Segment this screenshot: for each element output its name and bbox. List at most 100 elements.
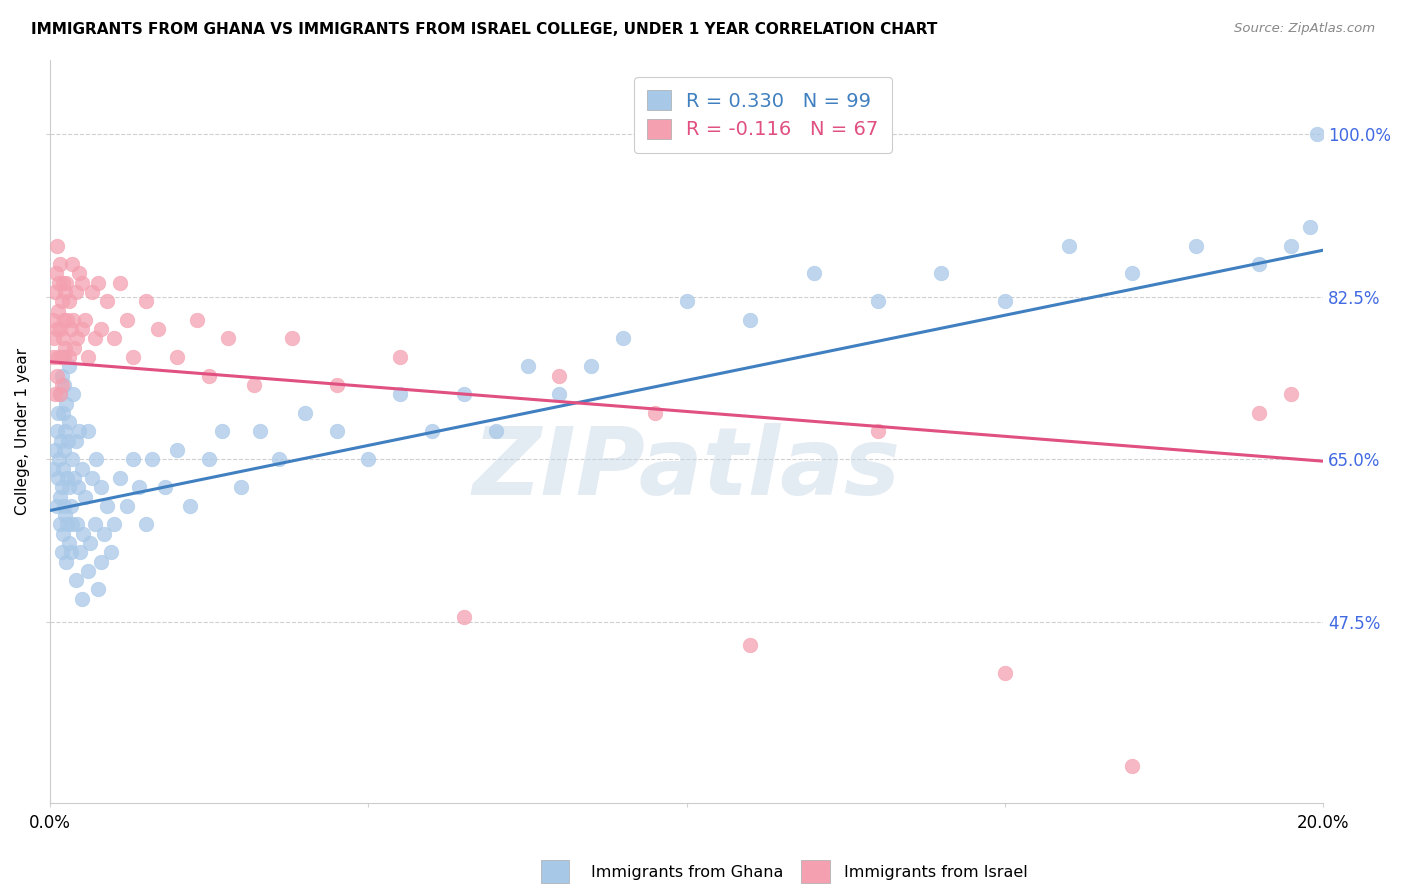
Point (325, 378, 347, 392)
Point (994, 294, 1017, 309)
Point (83, 331, 105, 345)
Point (63, 341, 86, 355)
Point (740, 638, 762, 652)
Point (866, 425, 889, 439)
Point (1249, 257, 1271, 271)
Point (866, 294, 889, 309)
Point (103, 517, 125, 532)
Point (579, 359, 602, 374)
Point (60, 257, 83, 271)
Point (55, 341, 77, 355)
Point (48, 387, 70, 401)
Point (52, 276, 75, 290)
Point (62, 387, 84, 401)
Point (65, 285, 87, 299)
Point (77, 564, 100, 578)
Point (53, 285, 76, 299)
Point (41, 350, 63, 364)
Point (803, 267, 825, 281)
Point (62, 313, 84, 327)
Point (56, 434, 79, 448)
Point (51, 294, 73, 309)
Point (59, 499, 82, 513)
Point (141, 452, 163, 467)
Point (740, 313, 762, 327)
Point (90, 555, 112, 569)
Point (55, 555, 77, 569)
Legend: R = 0.330   N = 99, R = -0.116   N = 67: R = 0.330 N = 99, R = -0.116 N = 67 (634, 77, 893, 153)
Point (45, 499, 67, 513)
Text: IMMIGRANTS FROM GHANA VS IMMIGRANTS FROM ISRAEL COLLEGE, UNDER 1 YEAR CORRELATIO: IMMIGRANTS FROM GHANA VS IMMIGRANTS FROM… (31, 22, 938, 37)
Point (1185, 238, 1208, 252)
Point (66, 331, 89, 345)
Point (96, 499, 118, 513)
Point (1306, 127, 1329, 141)
Point (644, 406, 666, 420)
Point (93, 526, 115, 541)
Point (56, 517, 79, 532)
Point (198, 368, 221, 383)
Point (70, 591, 93, 606)
Point (67, 425, 90, 439)
Point (994, 666, 1017, 681)
Point (55, 276, 77, 290)
Point (51, 480, 73, 494)
Point (46, 368, 69, 383)
Point (1121, 759, 1143, 773)
Point (612, 331, 634, 345)
Point (485, 425, 508, 439)
Point (294, 406, 316, 420)
Point (186, 313, 208, 327)
Point (548, 368, 571, 383)
Point (243, 378, 266, 392)
Point (675, 294, 697, 309)
Point (42, 313, 65, 327)
Point (45, 425, 67, 439)
Point (90, 322, 112, 336)
Point (249, 425, 271, 439)
Point (58, 350, 80, 364)
Text: Source: ZipAtlas.com: Source: ZipAtlas.com (1234, 22, 1375, 36)
Point (48, 276, 70, 290)
Point (62, 517, 84, 532)
Point (100, 545, 122, 559)
Point (420, 425, 443, 439)
Point (1249, 406, 1271, 420)
Point (96, 294, 118, 309)
Y-axis label: College, Under 1 year: College, Under 1 year (15, 348, 30, 515)
Point (90, 480, 112, 494)
Point (66, 517, 89, 532)
Point (42, 331, 65, 345)
Point (325, 425, 347, 439)
Point (1279, 387, 1302, 401)
Point (103, 331, 125, 345)
Point (52, 331, 75, 345)
Point (42, 461, 65, 475)
Point (77, 425, 100, 439)
Point (53, 443, 76, 458)
Point (135, 517, 157, 532)
Point (211, 425, 233, 439)
Point (548, 387, 571, 401)
Point (44, 443, 66, 458)
Point (87, 276, 110, 290)
Point (77, 350, 100, 364)
Point (929, 267, 952, 281)
Point (52, 461, 75, 475)
Point (1279, 238, 1302, 252)
Point (1121, 267, 1143, 281)
Point (122, 452, 145, 467)
Point (52, 350, 75, 364)
Point (269, 452, 291, 467)
Point (79, 536, 101, 550)
Point (49, 257, 72, 271)
Point (229, 480, 252, 494)
Point (55, 425, 77, 439)
Point (166, 350, 188, 364)
Point (80, 471, 103, 485)
Point (65, 573, 87, 587)
Point (128, 480, 150, 494)
Point (65, 434, 87, 448)
Point (69, 545, 91, 559)
Point (80, 285, 103, 299)
